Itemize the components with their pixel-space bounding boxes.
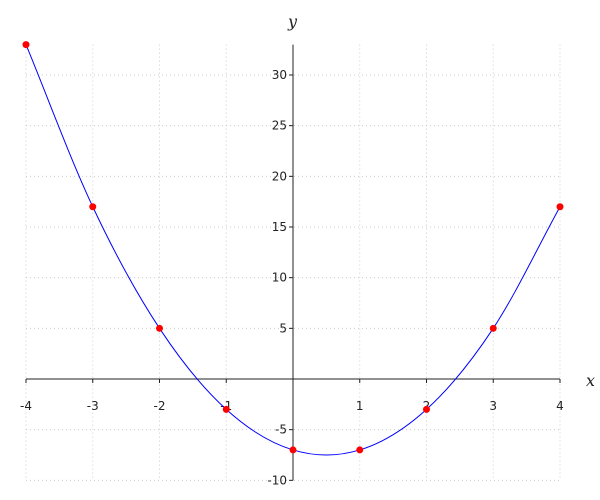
data-point	[289, 446, 297, 454]
y-tick-label: 15	[272, 220, 287, 234]
data-point	[89, 203, 97, 211]
y-tick-label: 20	[272, 169, 287, 183]
data-point	[556, 203, 564, 211]
data-point	[489, 324, 497, 332]
y-tick-label: 25	[272, 119, 287, 133]
data-point	[356, 446, 364, 454]
y-tick-label: -5	[275, 423, 287, 437]
y-tick-label: 10	[272, 271, 287, 285]
data-point	[423, 405, 430, 413]
x-tick-label: 4	[556, 399, 564, 413]
x-axis-label: x	[586, 371, 595, 390]
data-point	[222, 405, 230, 413]
y-tick-label: -10	[267, 473, 287, 487]
grid	[25, 44, 561, 481]
x-tick-label: -3	[87, 399, 99, 413]
data-point	[22, 41, 30, 49]
axes	[26, 44, 560, 481]
x-tick-label: 1	[356, 399, 364, 413]
y-tick-label: 5	[279, 321, 287, 335]
data-points	[22, 41, 564, 454]
data-point	[156, 324, 163, 332]
y-axis-label: y	[287, 12, 298, 31]
x-tick-label: -4	[20, 399, 32, 413]
x-tick-label: -2	[154, 399, 166, 413]
y-tick-label: 30	[272, 68, 287, 82]
x-tick-label: 3	[489, 399, 497, 413]
